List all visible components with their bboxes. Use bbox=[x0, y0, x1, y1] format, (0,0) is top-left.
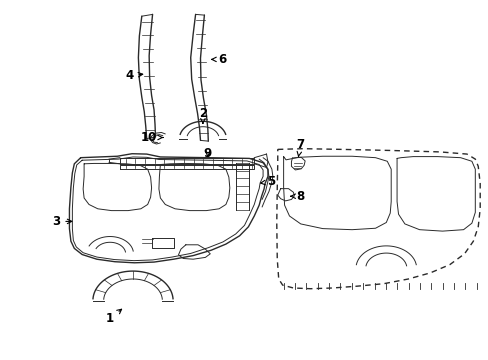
Text: 2: 2 bbox=[199, 107, 206, 123]
Text: 4: 4 bbox=[125, 69, 142, 82]
Text: 9: 9 bbox=[203, 147, 211, 159]
Text: 8: 8 bbox=[290, 190, 304, 203]
Text: 6: 6 bbox=[211, 53, 226, 66]
Text: 10: 10 bbox=[141, 131, 163, 144]
Text: 1: 1 bbox=[106, 309, 122, 325]
Text: 5: 5 bbox=[260, 175, 275, 188]
Text: 7: 7 bbox=[296, 138, 304, 156]
Text: 3: 3 bbox=[52, 215, 72, 228]
